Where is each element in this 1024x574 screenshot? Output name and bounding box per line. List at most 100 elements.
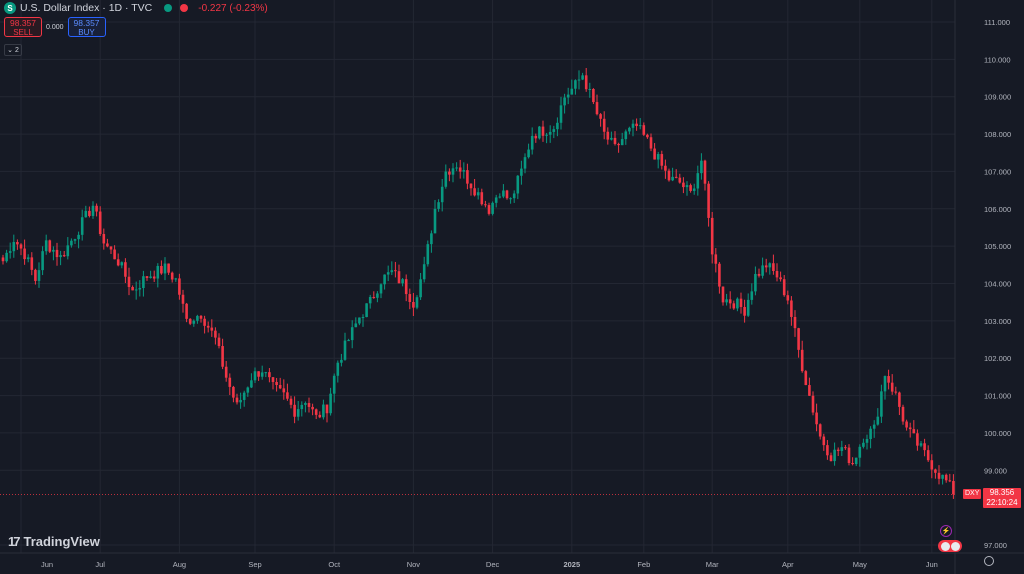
time-tick-label: Nov xyxy=(407,560,421,569)
candle xyxy=(610,137,613,140)
candle xyxy=(674,176,678,178)
candle xyxy=(8,251,12,253)
market-open-dot-icon xyxy=(164,4,173,12)
candle xyxy=(422,264,426,280)
candle xyxy=(854,457,858,465)
candle xyxy=(275,381,278,386)
candle xyxy=(73,239,77,241)
candle xyxy=(156,265,160,279)
candle xyxy=(23,248,26,260)
candle xyxy=(138,288,142,290)
candle xyxy=(390,270,394,273)
candle xyxy=(876,416,880,425)
candle xyxy=(728,299,732,304)
candle xyxy=(192,320,196,324)
candle xyxy=(44,240,48,252)
candle xyxy=(469,183,473,189)
buy-button[interactable]: 98.357 BUY xyxy=(67,17,106,37)
candle xyxy=(768,263,772,268)
candle xyxy=(124,262,127,277)
candle xyxy=(556,122,559,130)
chart-header: S U.S. Dollar Index · 1D · TVC -0.227 (-… xyxy=(4,2,268,14)
candle xyxy=(419,279,422,298)
indicators-toggle[interactable]: ⌄ 2 xyxy=(4,44,22,56)
candle xyxy=(779,277,782,280)
candle xyxy=(574,80,577,89)
candle xyxy=(653,148,656,160)
candle xyxy=(844,447,847,449)
candle xyxy=(55,249,59,258)
candle xyxy=(98,211,102,235)
candle xyxy=(408,294,412,303)
candle xyxy=(862,442,865,447)
candle xyxy=(595,102,599,115)
indicators-count: 2 xyxy=(14,46,19,54)
candle xyxy=(523,157,527,169)
candle xyxy=(84,210,88,218)
gear-icon[interactable] xyxy=(984,556,994,566)
candle xyxy=(847,447,851,463)
tradingview-logo[interactable]: 17 TradingView xyxy=(8,534,100,549)
candle xyxy=(671,176,674,181)
candle xyxy=(840,447,844,451)
candle xyxy=(948,480,952,482)
candle xyxy=(185,303,188,319)
candle xyxy=(242,392,246,400)
candle xyxy=(160,265,163,274)
candle xyxy=(77,234,80,240)
candle xyxy=(775,270,779,278)
candle xyxy=(685,185,689,188)
last-price: 98.356 xyxy=(989,488,1015,497)
trade-panel: 98.357 SELL 0.000 98.357 BUY xyxy=(4,17,106,37)
candle xyxy=(340,359,343,363)
last-price-tag: 98.356 22:10:24 xyxy=(983,488,1021,508)
candle xyxy=(52,249,55,252)
candle xyxy=(890,382,894,392)
candle xyxy=(736,298,739,309)
candle xyxy=(458,167,462,172)
candle xyxy=(505,190,509,199)
price-tick-label: 106.000 xyxy=(984,205,1011,214)
candle xyxy=(660,154,664,166)
candle xyxy=(278,385,282,389)
candle xyxy=(376,293,379,298)
symbol-price-tag: DXY xyxy=(963,489,982,499)
candle xyxy=(253,371,257,381)
symbol-title[interactable]: U.S. Dollar Index · 1D · TVC xyxy=(20,2,153,14)
sell-price: 98.357 xyxy=(10,18,36,28)
candle xyxy=(257,371,260,377)
candle xyxy=(174,278,178,280)
price-tick-label: 101.000 xyxy=(984,392,1011,401)
time-tick-label: 2025 xyxy=(563,560,580,569)
candle xyxy=(750,291,754,300)
candle xyxy=(66,245,70,257)
candle xyxy=(372,296,376,298)
candle xyxy=(898,392,901,407)
candle xyxy=(383,274,386,285)
price-tick-label: 97.000 xyxy=(984,541,1007,550)
economic-events-icon[interactable] xyxy=(938,540,962,552)
candle xyxy=(858,446,862,458)
candle xyxy=(437,202,440,209)
symbol-icon: S xyxy=(4,2,16,14)
candle xyxy=(113,249,116,260)
sell-button[interactable]: 98.357 SELL xyxy=(4,17,42,37)
candle xyxy=(588,89,592,91)
flash-icon[interactable]: ⚡ xyxy=(940,525,952,537)
candle xyxy=(26,257,30,260)
chevron-down-icon: ⌄ xyxy=(7,47,13,54)
time-tick-label: Oct xyxy=(328,560,341,569)
candle xyxy=(682,182,685,188)
candle xyxy=(926,450,930,461)
candle xyxy=(484,204,487,206)
candle xyxy=(800,349,804,372)
candle xyxy=(642,125,646,135)
candle xyxy=(790,300,793,317)
tradingview-mark-icon: 17 xyxy=(8,534,21,549)
time-tick-label: Jun xyxy=(41,560,53,569)
candle xyxy=(880,391,883,417)
candle xyxy=(772,263,775,271)
candle xyxy=(764,265,768,268)
candle xyxy=(584,75,588,90)
